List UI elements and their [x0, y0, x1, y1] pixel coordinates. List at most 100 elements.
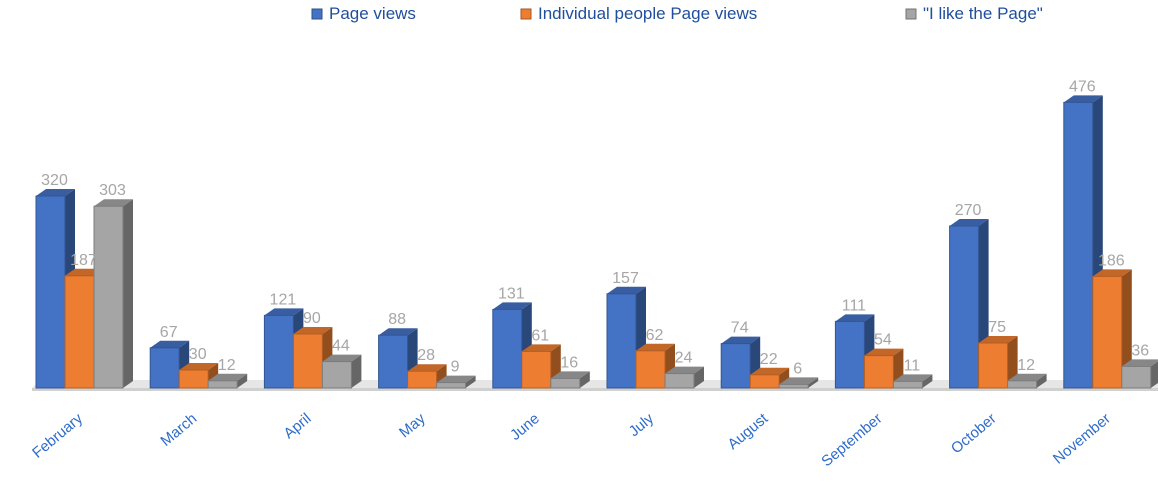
bar-series-group — [35, 95, 1158, 389]
data-label: 54 — [874, 332, 892, 349]
bar-front-face — [178, 369, 209, 389]
bar-front-face — [949, 225, 980, 389]
bar-side-face — [123, 199, 133, 388]
bar-top-face — [179, 363, 219, 370]
bar-front-face — [436, 382, 467, 389]
bar-front-face — [521, 350, 552, 389]
bar-top-face — [94, 199, 133, 207]
bar-front-face — [978, 342, 1009, 389]
data-label: 6 — [793, 360, 802, 377]
bar-top-face — [322, 354, 362, 362]
bar — [1121, 359, 1158, 389]
data-label: 28 — [417, 347, 435, 364]
legend-swatch — [311, 8, 323, 20]
bar-side-face — [237, 373, 248, 388]
bar-top-face — [1092, 269, 1132, 277]
bar-side-face — [1150, 361, 1158, 388]
data-label: 74 — [731, 320, 749, 337]
bar-front-face — [664, 373, 695, 389]
x-axis-tick-labels: February March April May June July August Septe… — [29, 410, 1114, 471]
bar-side-face — [922, 374, 933, 388]
bar — [778, 377, 819, 389]
bar — [1007, 373, 1047, 389]
bar-front-face — [863, 355, 894, 389]
bar-top-face — [550, 371, 590, 379]
bar-top-face — [1063, 95, 1103, 103]
data-label: 24 — [675, 350, 693, 367]
bar-top-face — [750, 367, 790, 375]
bar-front-face — [35, 195, 66, 389]
data-label: 62 — [646, 327, 664, 344]
bar-front-face — [550, 377, 581, 389]
legend-label: "I like the Page" — [923, 4, 1043, 23]
data-label: 320 — [41, 172, 68, 189]
bar-front-face — [93, 205, 124, 389]
bar-front-face — [321, 361, 352, 389]
data-label: 187 — [70, 252, 97, 269]
data-label: 270 — [955, 202, 982, 219]
data-label: 121 — [270, 291, 297, 308]
x-tick-label: September — [818, 410, 885, 470]
legend-label: Page views — [329, 4, 416, 23]
x-tick-label: August — [725, 410, 772, 454]
bar-front-face — [292, 333, 323, 389]
bar-top-face — [636, 343, 675, 351]
bar-side-face — [465, 375, 476, 388]
bar-front-face — [778, 383, 809, 389]
legend-label: Individual people Page views — [538, 4, 757, 23]
value-label-group: 3201873036730121219044882891316116157622… — [41, 78, 1149, 377]
bar-top-face — [150, 340, 190, 348]
x-tick-label: October — [948, 410, 1000, 457]
bar-top-face — [492, 302, 532, 310]
bar-side-face — [1007, 336, 1018, 388]
bar-top-face — [721, 336, 761, 344]
data-label: 157 — [612, 270, 639, 287]
x-tick-label: May — [396, 410, 429, 442]
data-label: 12 — [218, 357, 236, 374]
data-label: 9 — [451, 359, 460, 376]
data-label: 111 — [842, 297, 866, 314]
bar — [93, 199, 133, 389]
data-label: 44 — [332, 338, 350, 355]
bar-top-face — [949, 219, 989, 226]
data-label: 476 — [1069, 78, 1096, 95]
data-label: 22 — [760, 351, 778, 368]
data-label: 30 — [189, 346, 207, 363]
data-label: 75 — [988, 319, 1006, 336]
bar — [978, 336, 1018, 389]
data-label: 88 — [388, 311, 406, 328]
bar-top-face — [407, 364, 447, 372]
bar — [550, 371, 590, 389]
bar-top-face — [864, 348, 904, 356]
bar-front-face — [207, 380, 238, 389]
bar-side-face — [579, 371, 590, 388]
bar-front-face — [892, 380, 923, 389]
bar-top-face — [1007, 373, 1047, 381]
bar — [664, 366, 704, 389]
bar-front-face — [149, 347, 180, 389]
bar-top-face — [521, 344, 561, 352]
bar — [892, 374, 933, 389]
bar-top-face — [835, 314, 875, 322]
bar-top-face — [436, 375, 476, 383]
data-label: 12 — [1017, 357, 1035, 374]
bar-front-face — [492, 308, 523, 389]
bar — [378, 328, 418, 389]
bar-side-face — [808, 377, 819, 388]
data-label: 186 — [1098, 252, 1125, 269]
bar-side-face — [1121, 269, 1132, 388]
legend-swatch — [905, 8, 917, 20]
bar — [321, 354, 362, 389]
bar-top-face — [293, 327, 333, 334]
bar-front-face — [749, 374, 780, 389]
x-tick-label: July — [626, 410, 658, 440]
bar — [436, 375, 476, 389]
bar-side-face — [1036, 373, 1047, 388]
bar — [1092, 269, 1132, 389]
bar-front-face — [635, 350, 666, 389]
data-label: 36 — [1131, 342, 1149, 359]
bar-side-face — [694, 366, 704, 388]
bar-front-face — [407, 370, 438, 389]
chart-legend: Page views Individual people Page views "I… — [311, 4, 1043, 23]
